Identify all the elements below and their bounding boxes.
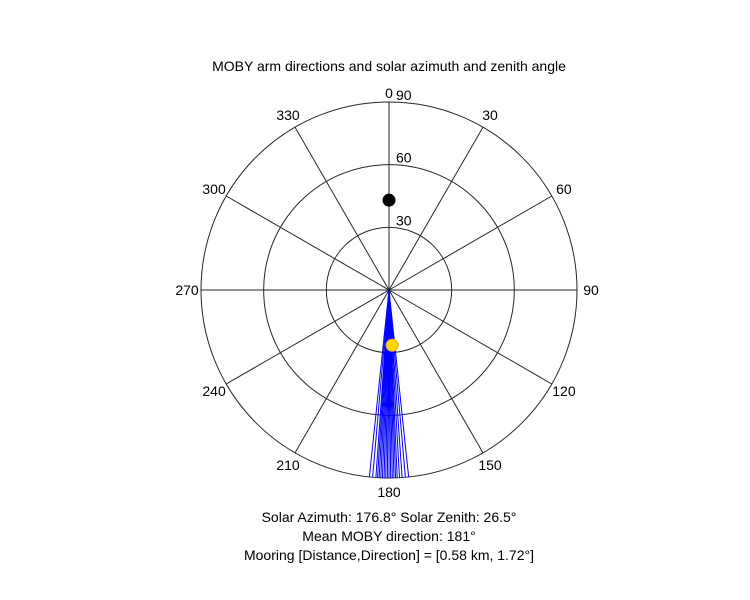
r-tick-label-30: 30 <box>396 212 412 228</box>
grid-spoke-120 <box>388 289 553 385</box>
grid-spoke-240 <box>225 289 390 385</box>
caption-moby-direction: Mean MOBY direction: 181° <box>302 528 475 544</box>
theta-tick-label-150: 150 <box>478 457 502 473</box>
grid-spoke-30 <box>388 126 484 291</box>
caption-mooring: Mooring [Distance,Direction] = [0.58 km,… <box>244 547 534 563</box>
marker-sun-point <box>385 338 399 352</box>
theta-tick-label-300: 300 <box>202 181 226 197</box>
marker-black-point <box>382 193 396 207</box>
theta-tick-label-330: 330 <box>276 107 300 123</box>
theta-tick-label-120: 120 <box>552 383 576 399</box>
grid-spoke-150 <box>388 289 484 454</box>
grid-spoke-60 <box>388 195 553 291</box>
moby-arm-line-17 <box>375 289 390 478</box>
tick-labels: 0 30 60 90 120 150 180 210 240 270 300 330 30 60 90 <box>175 85 599 500</box>
theta-tick-label-180: 180 <box>377 484 401 500</box>
grid-spoke-210 <box>294 289 390 454</box>
moby-arm-line-19 <box>368 289 390 478</box>
moby-arm-line-1 <box>388 289 406 478</box>
theta-tick-label-90: 90 <box>583 282 599 298</box>
theta-tick-label-60: 60 <box>556 181 572 197</box>
theta-tick-label-270: 270 <box>175 282 199 298</box>
theta-tick-label-210: 210 <box>276 457 300 473</box>
theta-tick-label-240: 240 <box>202 383 226 399</box>
moby-arm-line-18 <box>372 289 390 478</box>
plot-series <box>368 193 410 478</box>
r-tick-label-60: 60 <box>396 150 412 166</box>
r-tick-label-90: 90 <box>396 87 412 103</box>
grid-spoke-330 <box>294 126 390 291</box>
chart-title: MOBY arm directions and solar azimuth an… <box>212 58 566 74</box>
moby-arm-line-0 <box>388 289 410 478</box>
theta-tick-label-0: 0 <box>385 85 393 101</box>
grid-spoke-300 <box>225 195 390 291</box>
caption-solar: Solar Azimuth: 176.8° Solar Zenith: 26.5… <box>262 509 517 525</box>
theta-tick-label-30: 30 <box>482 107 498 123</box>
